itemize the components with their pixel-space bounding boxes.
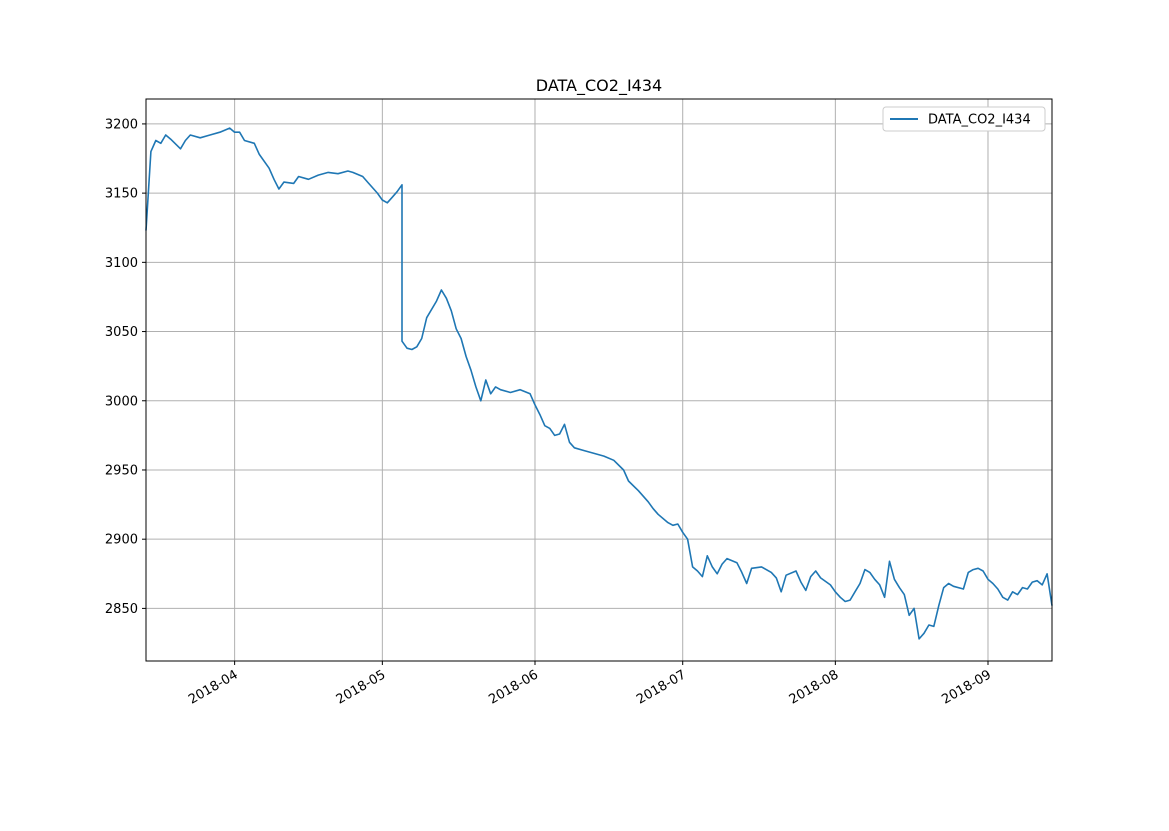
y-tick-label: 2900 [105,533,138,548]
chart-title: DATA_CO2_I434 [536,76,662,96]
y-axis: 2850 2900 2950 3000 3050 3100 3150 3200 [105,117,146,617]
y-tick-label: 3150 [105,187,138,202]
y-tick-label: 3100 [105,256,138,271]
y-tick-label: 2950 [105,463,138,478]
grid-lines [146,99,1052,661]
legend-box [882,106,1046,132]
series-layer [145,127,1053,640]
y-tick-label: 3200 [105,117,138,132]
plot-area-frame [145,98,1053,662]
y-tick-label: 2850 [105,602,138,617]
y-tick-label: 3050 [105,325,138,340]
legend-label: DATA_CO2_I434 [928,113,1031,128]
legend: DATA_CO2_I434 [882,106,1046,132]
series-line [145,127,1053,640]
y-tick-label: 3000 [105,394,138,409]
